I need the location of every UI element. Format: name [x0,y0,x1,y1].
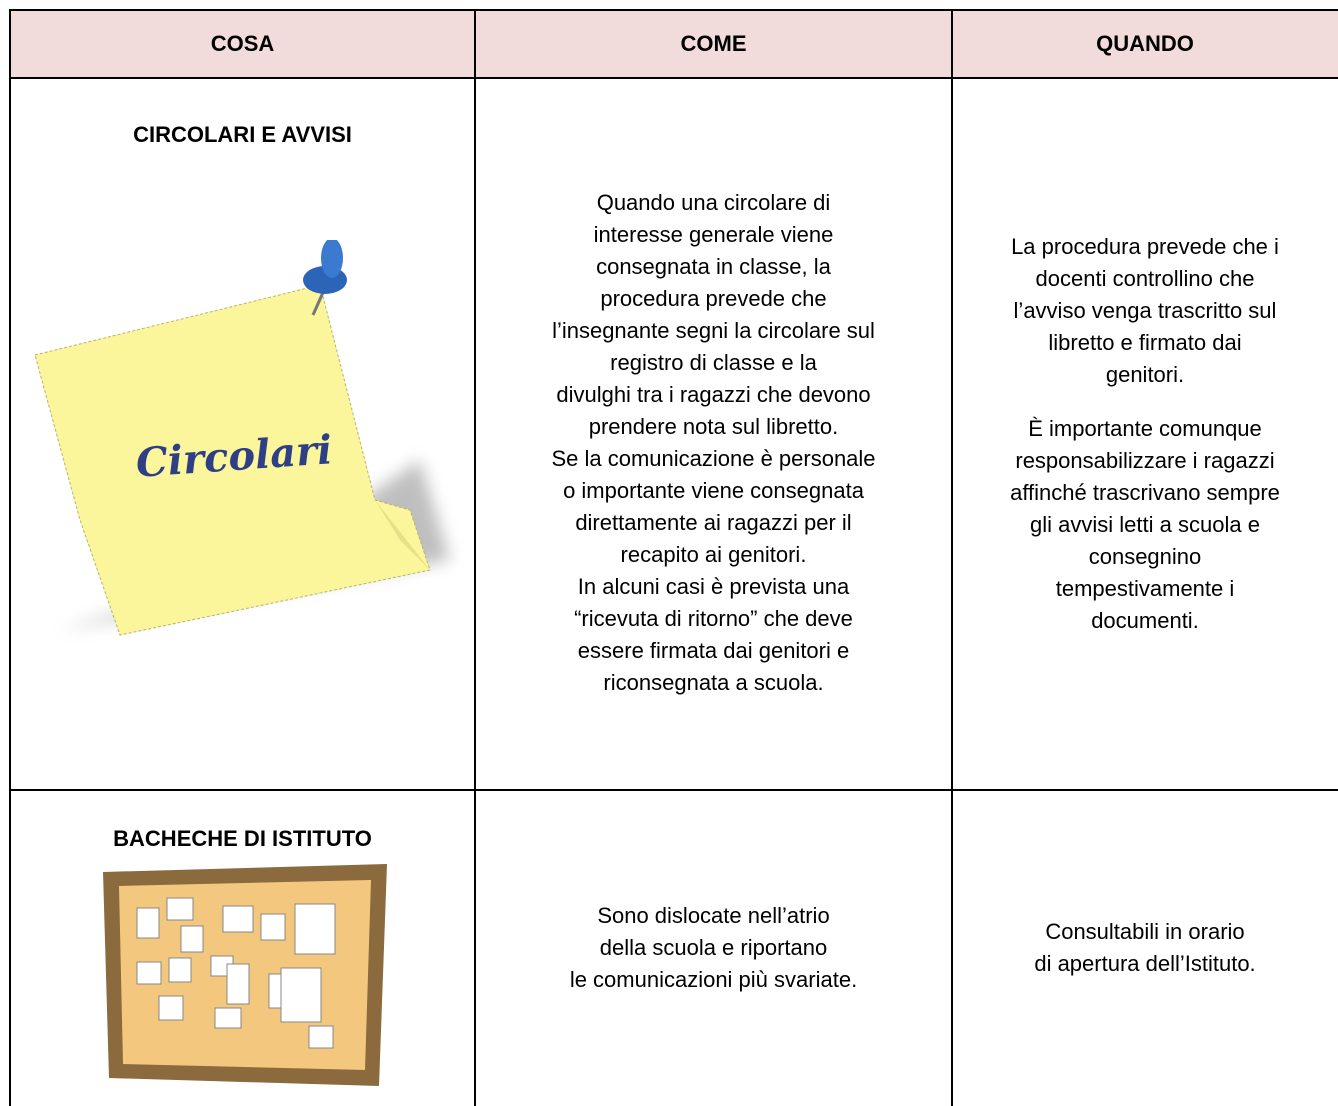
paragraph: Sono dislocate nell’atrio della scuola e … [570,900,857,996]
bulletin-board-image [103,864,387,1086]
text-line: Consultabili in orario [1045,919,1245,944]
board-notes [136,897,336,1049]
text-line: documenti. [1091,608,1199,633]
text-line: Se la comunicazione è personale [551,446,876,471]
row-title: CIRCOLARI E AVVISI [133,122,352,147]
text-line: Quando una circolare di [596,190,831,215]
text-line: o importante viene consegnata [563,478,864,503]
text-line: gli avvisi letti a scuola e [1030,512,1260,537]
text-line: divulghi tra i ragazzi che devono [556,382,871,407]
header-text: QUANDO [1096,31,1194,56]
text-line: docenti controllino che [1035,266,1255,291]
text-line: libretto e firmato dai [1048,330,1242,355]
text-line: consegnino [1088,544,1202,569]
quando-cell: La procedura prevede che i docenti contro… [952,78,1338,790]
border-line [9,789,1338,791]
text-line: È importante comunque [1028,416,1262,441]
text-line: La procedura prevede che i [1011,234,1279,259]
header-cell: COSA [10,10,475,78]
border-line [9,9,11,1106]
text-line: l’insegnante segni la circolare sul [552,318,875,343]
header-text: COSA [210,31,275,56]
note-paper [34,284,431,636]
header-cell: COME [475,10,952,78]
text-line: procedura prevede che [600,286,827,311]
border-line [9,9,1338,11]
text-line: le comunicazioni più svariate. [569,967,858,992]
text-line: recapito ai genitori. [620,542,807,567]
sticky-note-image: Circolari [34,240,450,636]
header-text: COME [680,31,747,56]
paragraph: Consultabili in orario di apertura dell’I… [1034,916,1255,980]
text-line: In alcuni casi è prevista una [577,574,850,599]
text-line: della scuola e riportano [599,935,828,960]
text-line: consegnata in classe, la [596,254,831,279]
paragraph: La procedura prevede che i docenti contro… [1011,231,1279,391]
header-cell: QUANDO [952,10,1338,78]
row-title: BACHECHE DI ISTITUTO [113,826,372,851]
paragraph: È importante comunque responsabilizzare i… [1010,413,1280,637]
border-line [474,9,476,1106]
text-line: affinché trascrivano sempre [1010,480,1280,505]
text-line: riconsegnata a scuola. [603,670,824,695]
text-line: “ricevuta di ritorno” che deve [574,606,853,631]
quando-cell: Consultabili in orario di apertura dell’I… [952,790,1338,1106]
text-line: essere firmata dai genitori e [577,638,850,663]
come-cell: Sono dislocate nell’atrio della scuola e … [475,790,952,1106]
text-line: genitori. [1105,362,1185,387]
text-line: l’avviso venga trascritto sul [1013,298,1277,323]
come-cell: Quando una circolare di interesse general… [475,78,952,790]
text-line: responsabilizzare i ragazzi [1015,448,1275,473]
note-curl [375,500,430,570]
border-line [951,9,953,1106]
border-line [9,77,1338,79]
text-line: tempestivamente i [1055,576,1235,601]
paragraph: Quando una circolare di interesse general… [551,187,875,699]
text-line: di apertura dell’Istituto. [1034,951,1256,976]
text-line: registro di classe e la [610,350,817,375]
text-line: prendere nota sul libretto. [588,414,839,439]
text-line: Sono dislocate nell’atrio [597,903,830,928]
text-line: direttamente ai ragazzi per il [575,510,852,535]
text-line: interesse generale viene [593,222,834,247]
pin-top [321,240,343,278]
